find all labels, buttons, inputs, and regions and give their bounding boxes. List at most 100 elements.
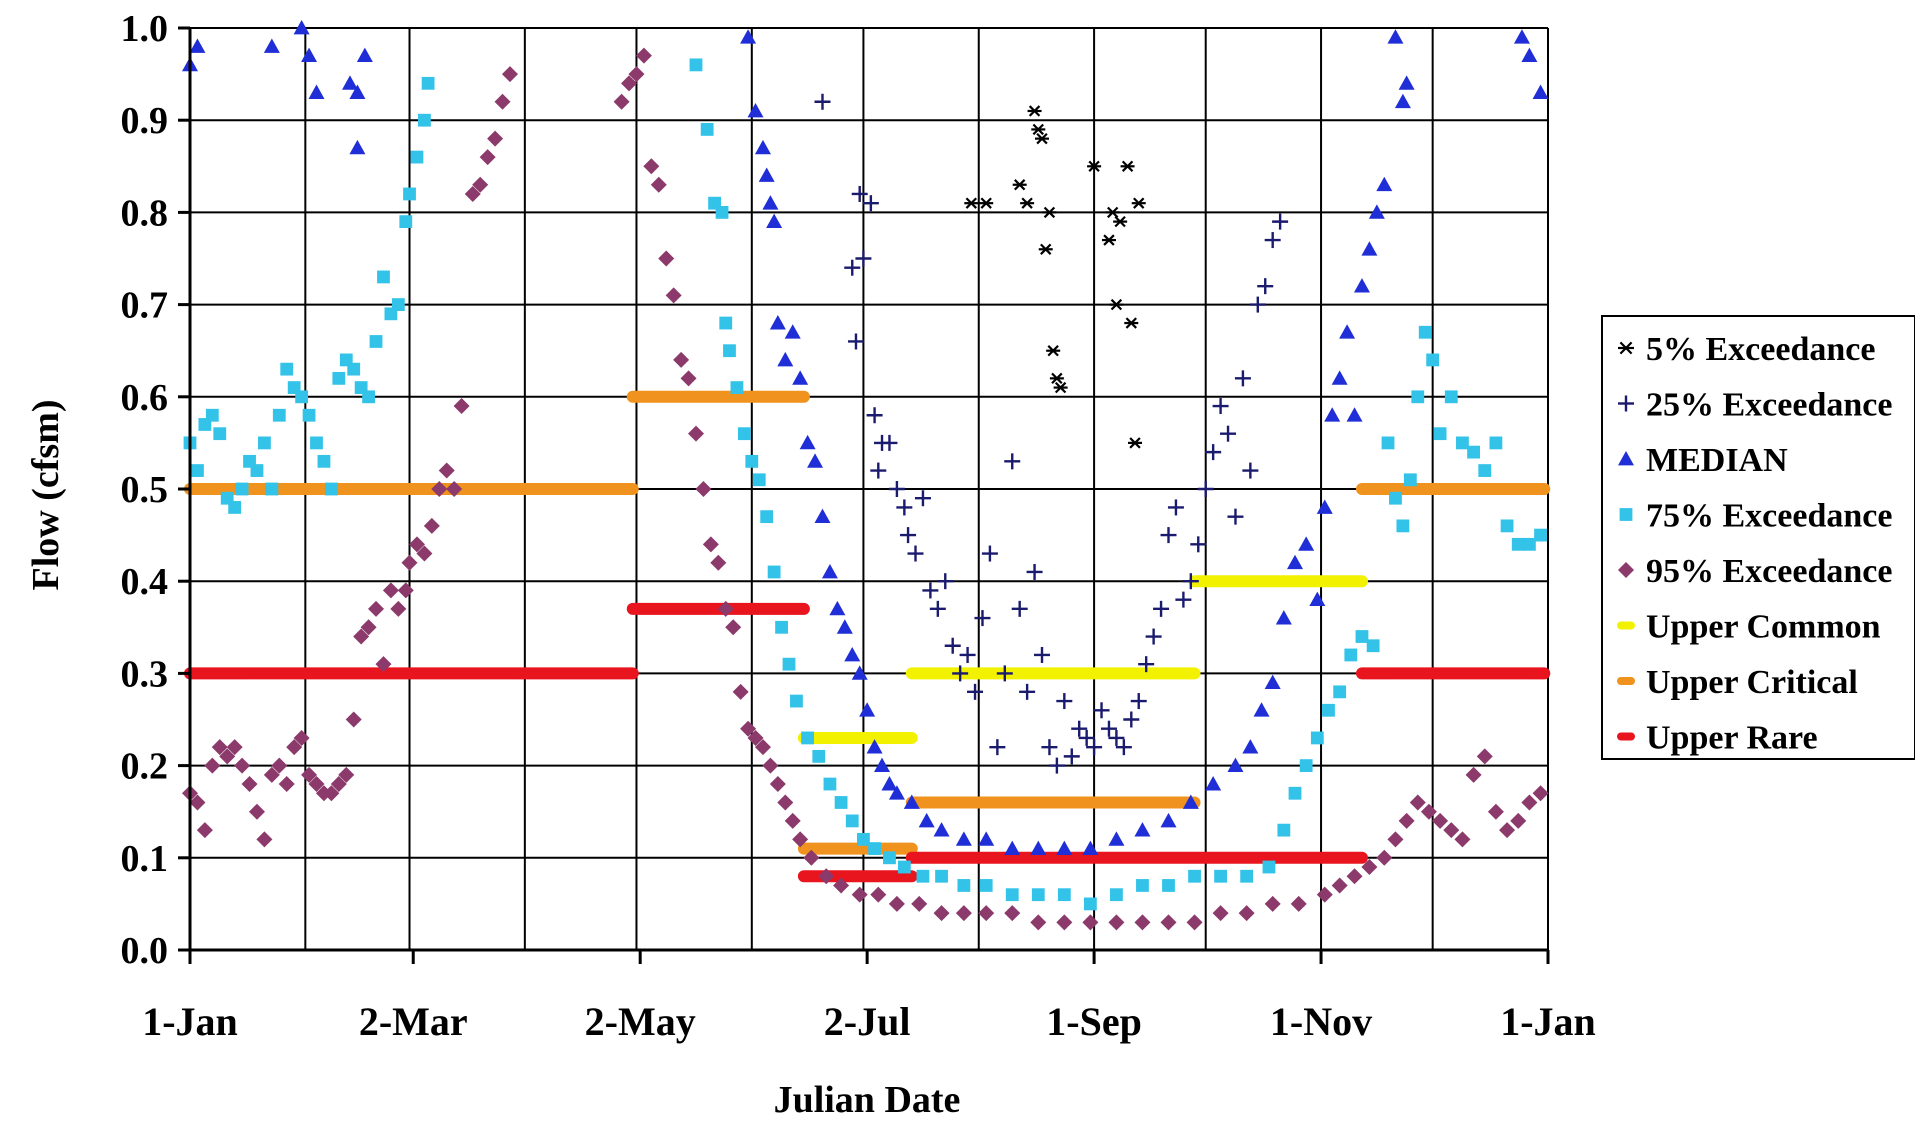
data-point xyxy=(715,206,729,219)
data-point xyxy=(1500,519,1514,533)
legend-marker xyxy=(1619,508,1633,521)
data-point xyxy=(1071,720,1088,737)
data-point xyxy=(1521,794,1538,811)
legend-label: MEDIAN xyxy=(1646,442,1788,479)
data-point xyxy=(979,197,994,209)
data-point xyxy=(1443,822,1460,839)
data-marks xyxy=(182,20,1551,931)
data-point xyxy=(204,757,221,774)
data-point xyxy=(353,628,370,645)
data-point xyxy=(1056,914,1073,931)
data-point xyxy=(673,351,690,368)
data-point xyxy=(1381,436,1395,450)
data-point xyxy=(907,545,924,562)
data-point xyxy=(855,250,872,267)
data-point xyxy=(952,665,969,682)
data-point xyxy=(812,749,826,763)
legend-marker xyxy=(1618,562,1634,578)
series-upper-common xyxy=(797,575,1368,744)
data-point xyxy=(1130,693,1147,710)
data-point xyxy=(1387,29,1404,44)
data-point xyxy=(349,84,366,99)
data-point xyxy=(382,582,399,599)
data-point xyxy=(836,619,853,634)
data-point xyxy=(1188,869,1201,883)
data-point xyxy=(814,93,831,110)
data-point xyxy=(1101,234,1116,246)
data-point xyxy=(754,139,771,155)
legend-entry: MEDIAN xyxy=(1618,442,1788,479)
legend-entry: Upper Common xyxy=(1617,609,1881,646)
data-point xyxy=(754,739,771,756)
data-point xyxy=(1277,823,1291,837)
data-point xyxy=(1346,407,1363,422)
y-tick-label: 0.9 xyxy=(121,100,169,142)
data-point xyxy=(725,619,742,636)
x-tick-label: 2-May xyxy=(585,999,696,1044)
data-point xyxy=(762,195,779,210)
data-point xyxy=(752,473,766,487)
data-point xyxy=(1153,600,1170,617)
y-tick-label: 0.4 xyxy=(121,561,169,603)
data-point xyxy=(859,702,876,717)
data-point xyxy=(737,427,751,441)
data-point xyxy=(643,158,660,175)
data-point xyxy=(769,776,786,793)
data-point xyxy=(1212,398,1229,415)
x-tick-label: 1-Jan xyxy=(1500,999,1596,1044)
data-point xyxy=(866,407,883,424)
data-point xyxy=(1309,591,1326,607)
data-point xyxy=(650,176,667,193)
data-point xyxy=(293,729,310,746)
data-point xyxy=(1123,711,1140,728)
data-point xyxy=(922,582,939,599)
legend-label: 95% Exceedance xyxy=(1646,553,1892,590)
data-point xyxy=(1264,674,1281,690)
data-point xyxy=(1257,278,1274,295)
data-point xyxy=(479,149,496,166)
data-point xyxy=(700,123,714,136)
data-point xyxy=(818,868,835,885)
data-point xyxy=(1220,425,1237,442)
data-point xyxy=(403,187,416,201)
data-point xyxy=(1331,370,1348,385)
data-point xyxy=(438,462,455,479)
y-tick-label: 0.1 xyxy=(121,838,169,880)
legend-marker xyxy=(1618,341,1634,355)
data-point xyxy=(248,803,265,820)
data-point xyxy=(310,436,323,450)
data-point xyxy=(760,510,774,524)
data-point xyxy=(1026,563,1043,580)
data-point xyxy=(1368,204,1385,219)
data-point xyxy=(935,869,948,883)
data-point xyxy=(1131,197,1146,209)
data-point xyxy=(1272,213,1289,230)
data-point xyxy=(658,250,675,267)
data-point xyxy=(883,851,896,865)
data-point xyxy=(1030,914,1047,931)
data-point xyxy=(1444,390,1458,404)
data-point xyxy=(349,139,366,155)
data-point xyxy=(1053,381,1068,394)
data-point xyxy=(758,167,775,182)
legend-label: Upper Common xyxy=(1646,609,1881,646)
data-point xyxy=(767,565,781,579)
data-point xyxy=(390,600,407,617)
data-point xyxy=(1100,720,1117,737)
data-point xyxy=(1004,453,1021,470)
data-point xyxy=(1038,243,1053,255)
data-point xyxy=(762,757,779,774)
data-point xyxy=(211,739,228,756)
data-point xyxy=(613,93,630,110)
series-75-exceedance xyxy=(183,58,1547,911)
data-point xyxy=(777,794,794,811)
legend-entry: Upper Critical xyxy=(1617,664,1858,701)
data-point xyxy=(1331,877,1348,894)
data-point xyxy=(1049,372,1064,385)
data-point xyxy=(834,796,848,809)
data-point xyxy=(717,600,734,617)
data-point xyxy=(881,434,898,451)
data-point xyxy=(397,582,414,599)
data-point xyxy=(702,536,719,553)
data-point xyxy=(341,75,358,90)
